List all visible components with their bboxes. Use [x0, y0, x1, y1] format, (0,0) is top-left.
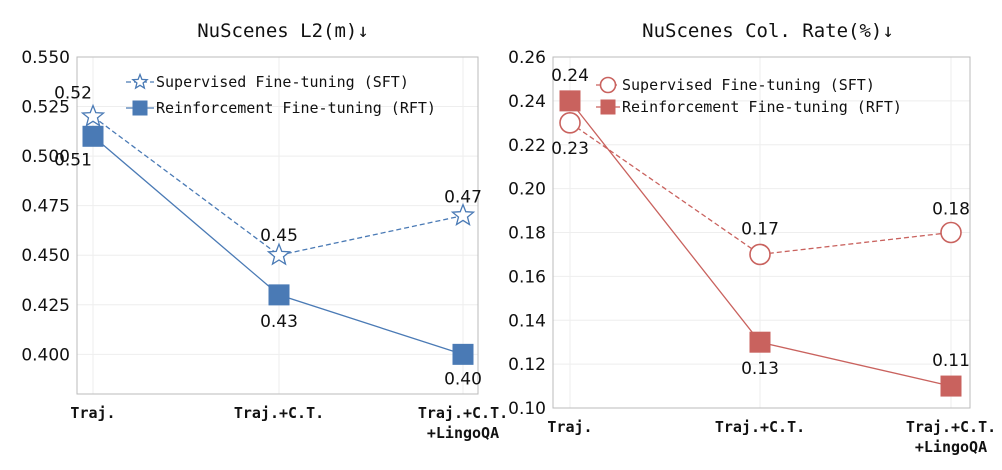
y-tick-label: 0.550: [21, 48, 70, 68]
x-tick-label: Traj.: [70, 404, 115, 422]
data-point-rft: [559, 90, 581, 112]
y-tick-label: 0.18: [508, 224, 546, 244]
data-point-sft: [749, 243, 771, 266]
x-tick-label: Traj.+C.T.: [715, 418, 805, 436]
data-label: 0.47: [444, 188, 482, 208]
chart-title: NuScenes Col. Rate(%)↓: [642, 20, 894, 42]
data-label: 0.11: [932, 351, 970, 371]
plot-frame: [76, 56, 479, 395]
data-label: 0.13: [741, 359, 779, 379]
y-tick-label: 0.24: [508, 92, 546, 112]
y-tick-label: 0.450: [21, 246, 70, 266]
y-tick-label: 0.525: [21, 98, 70, 118]
legend-label: Supervised Fine-tuning (SFT): [156, 73, 409, 91]
y-tick-label: 0.14: [508, 311, 546, 331]
x-tick-label-line: Traj.+C.T.: [418, 404, 508, 422]
data-label: 0.45: [260, 226, 298, 246]
data-point-sft: [559, 112, 581, 134]
x-tick-label-line: Traj.: [70, 404, 115, 422]
data-label: 0.43: [260, 312, 298, 332]
y-tick-label: 0.20: [508, 180, 546, 200]
x-tick-label-line: Traj.+C.T.: [234, 404, 324, 422]
chart-title: NuScenes L2(m)↓: [197, 20, 369, 42]
x-tick-label: Traj.+C.T.: [234, 404, 324, 422]
data-point-sft: [80, 103, 106, 127]
x-tick-label-line: Traj.+C.T.: [906, 418, 996, 436]
y-tick-label: 0.425: [21, 296, 70, 316]
y-tick-label: 0.500: [21, 147, 70, 167]
x-tick-label-line: +LingoQA: [915, 438, 987, 456]
legend-label: Supervised Fine-tuning (SFT): [622, 76, 875, 94]
data-point-rft: [940, 375, 962, 397]
x-tick-label: Traj.: [547, 418, 592, 436]
data-point-rft: [452, 343, 474, 365]
data-label: 0.17: [741, 219, 779, 239]
data-point-rft: [749, 331, 771, 353]
legend-marker: [132, 100, 148, 116]
legend-marker: [600, 99, 616, 115]
x-tick-label-line: Traj.: [547, 418, 592, 436]
chart-panel-1: 0.400 0.425 0.450 0.475 0.500 0.525 0.550 NuSce…: [21, 20, 508, 442]
y-tick-label: 0.16: [508, 267, 546, 287]
legend-label: Reinforcement Fine-tuning (RFT): [622, 98, 902, 116]
y-tick-label: 0.12: [508, 355, 546, 375]
legend-marker: [599, 76, 617, 94]
legend: Supervised Fine-tuning (SFT) Reinforcemen…: [596, 76, 902, 116]
x-tick-label-line: Traj.+C.T.: [715, 418, 805, 436]
data-label: 0.40: [444, 369, 482, 389]
y-tick-label: 0.26: [508, 48, 546, 68]
data-label: 0.51: [54, 150, 92, 170]
y-tick-label: 0.10: [508, 399, 546, 419]
data-label: 0.23: [551, 139, 589, 159]
data-point-sft: [450, 202, 476, 226]
x-tick-label: Traj.+C.T. +LingoQA: [418, 404, 508, 442]
data-point-sft: [940, 221, 962, 244]
y-tick-label: 0.22: [508, 136, 546, 156]
legend-marker: [131, 72, 149, 90]
legend-label: Reinforcement Fine-tuning (RFT): [156, 99, 436, 117]
data-point-rft: [82, 125, 104, 147]
data-label: 0.52: [54, 83, 92, 103]
data-label: 0.18: [932, 200, 970, 220]
y-tick-label: 0.475: [21, 197, 70, 217]
x-tick-label: Traj.+C.T. +LingoQA: [906, 418, 996, 456]
y-tick-label: 0.400: [21, 345, 70, 365]
data-label: 0.24: [551, 66, 589, 86]
data-point-rft: [268, 284, 290, 306]
x-tick-label-line: +LingoQA: [427, 424, 499, 442]
legend: Supervised Fine-tuning (SFT) Reinforcemen…: [126, 72, 436, 117]
data-point-sft: [266, 242, 292, 266]
chart-panel-2: 0.100.120.140.160.180.200.220.240.26NuSc…: [508, 20, 996, 456]
plot-frame: [552, 56, 971, 409]
